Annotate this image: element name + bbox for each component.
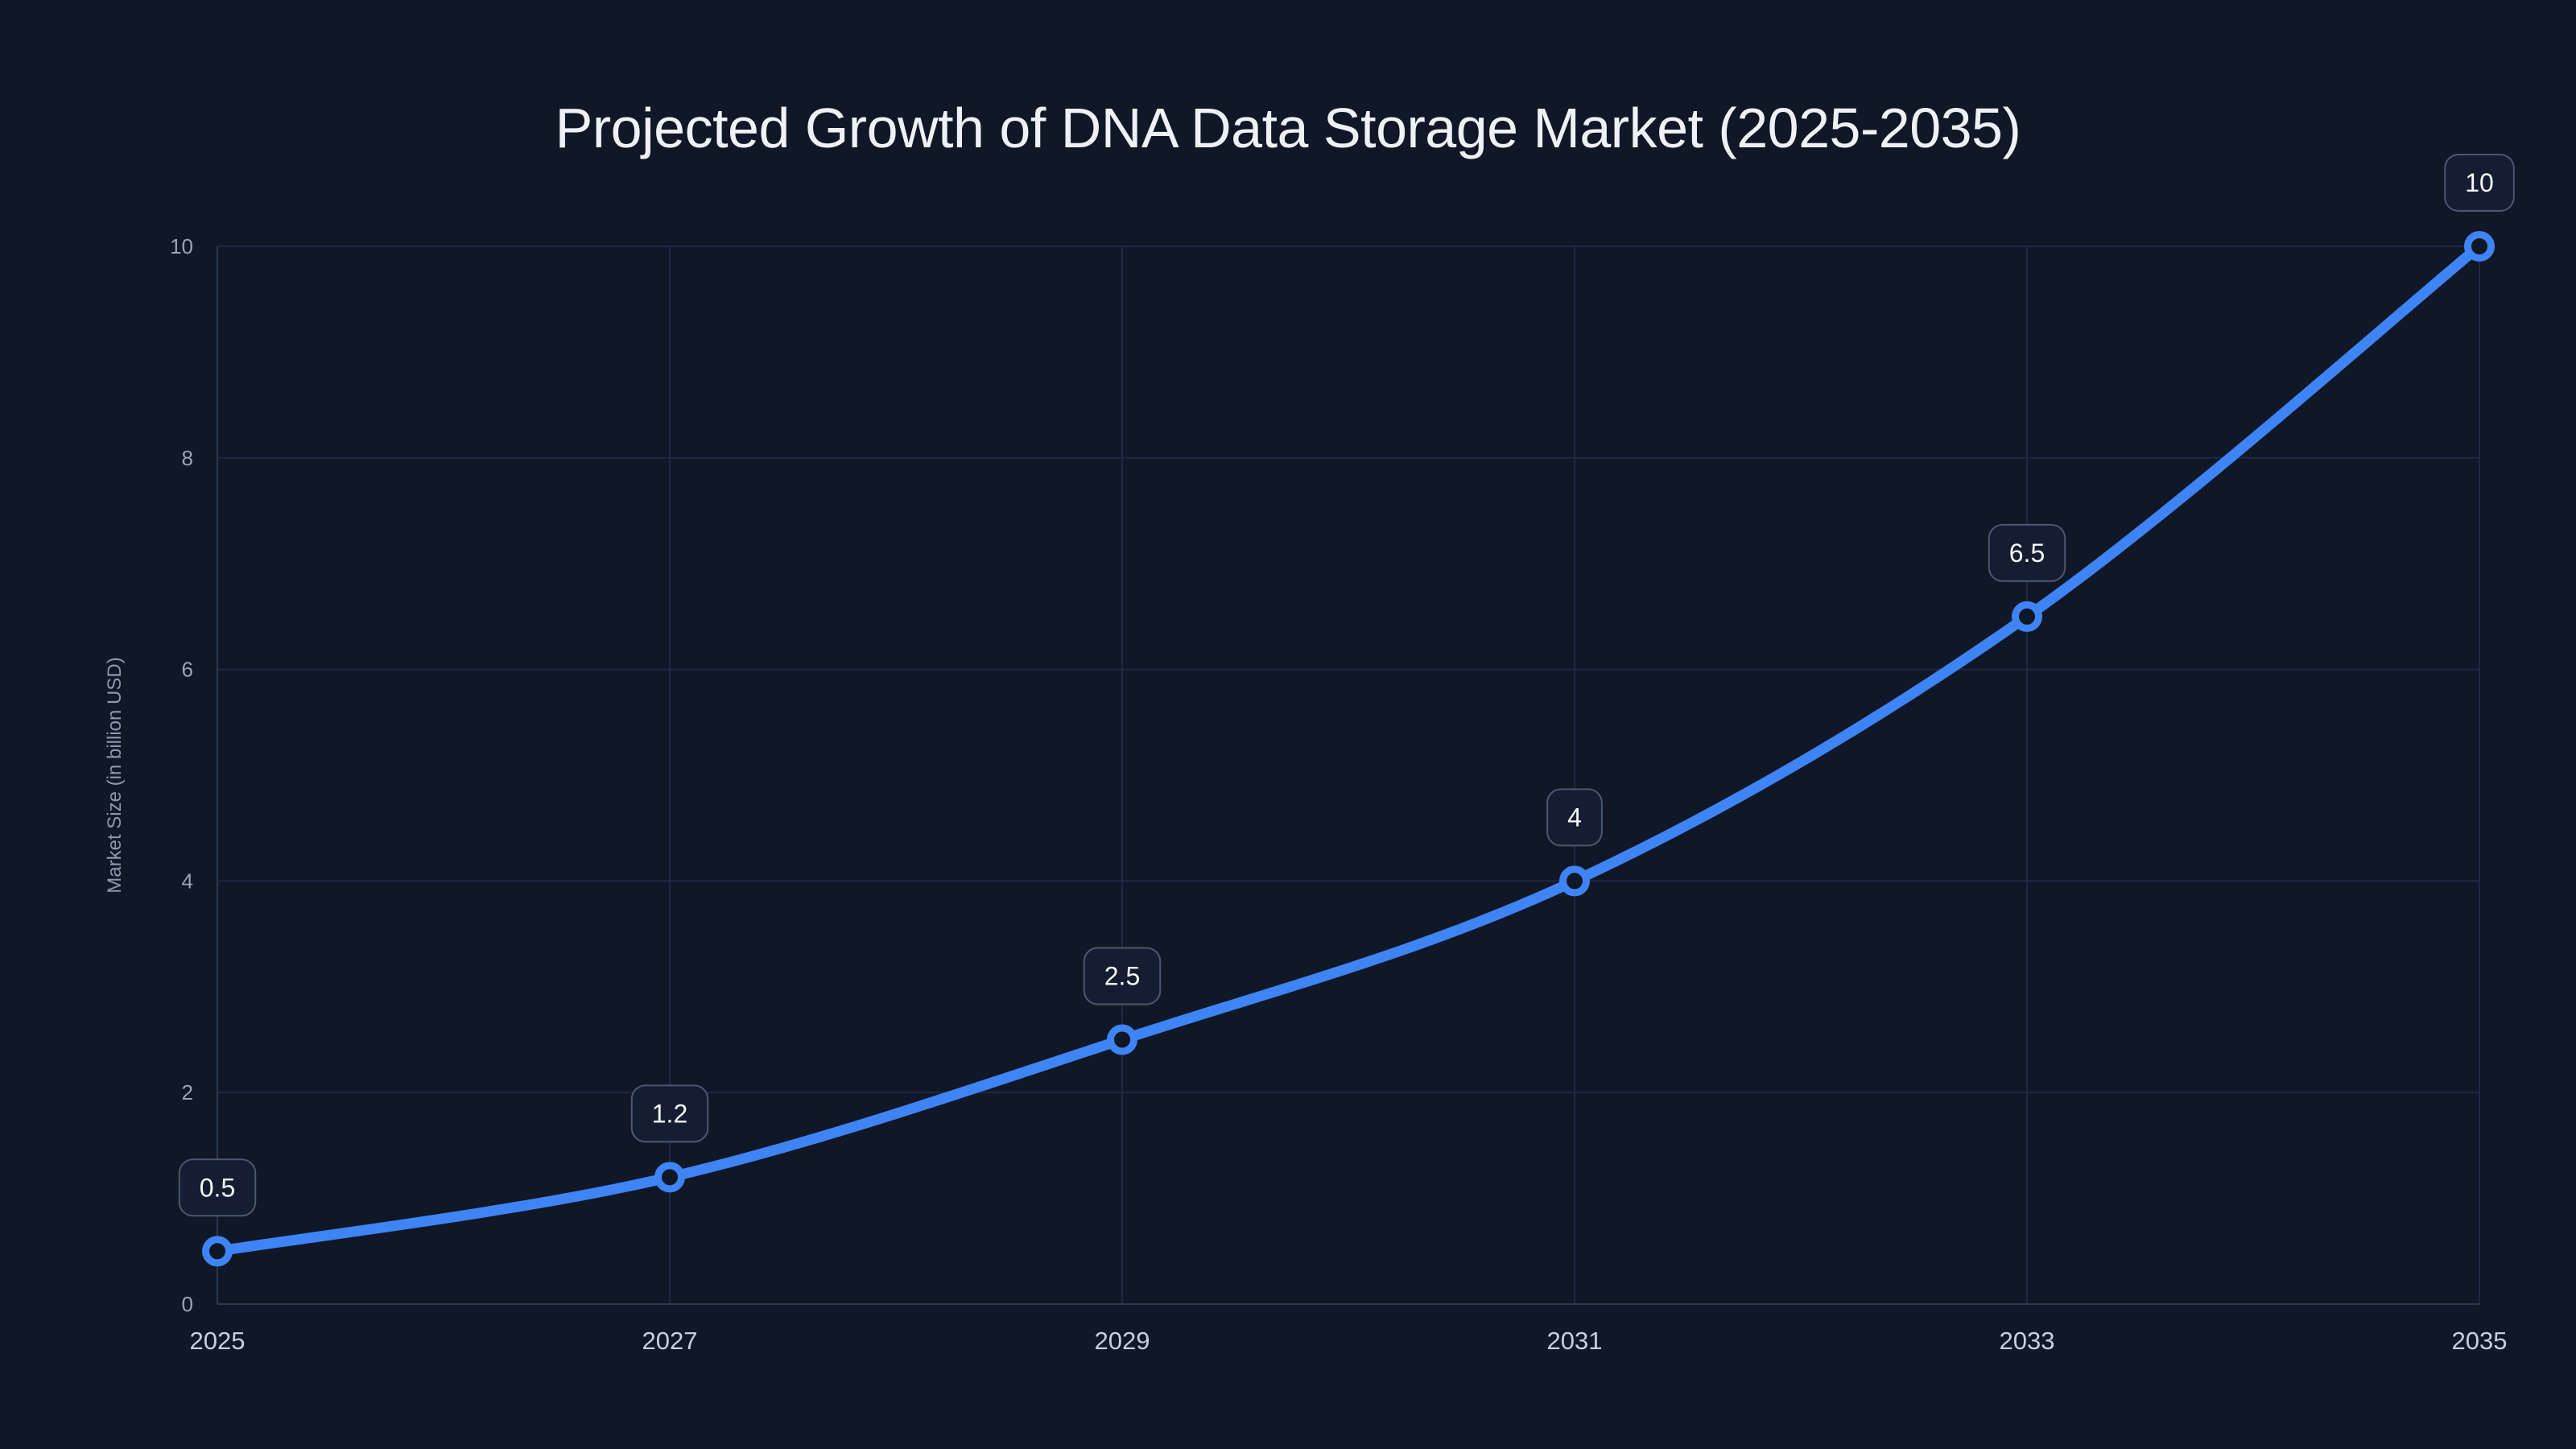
- point-label-value: 10: [2465, 168, 2494, 197]
- point-label-box: [1546, 788, 1603, 847]
- x-tick-label: 2035: [2452, 1327, 2508, 1355]
- series-line: [212, 241, 2485, 1257]
- point-label-value: 1.2: [652, 1099, 687, 1128]
- x-tick-label: 2027: [642, 1327, 698, 1355]
- point-label-value: 6.5: [2009, 539, 2045, 568]
- point-label-box: [1083, 947, 1162, 1005]
- y-tick-label: 6: [182, 658, 193, 682]
- point-label-value: 0.5: [200, 1173, 235, 1202]
- y-tick-label: 4: [182, 869, 193, 893]
- x-tick-label: 2025: [190, 1327, 246, 1355]
- point-label-box: [178, 1158, 257, 1217]
- point-label: 4: [1546, 788, 1603, 847]
- y-tick-label: 8: [182, 446, 193, 470]
- axis-ticks: 0 2 4 6 8 10 2025 2027 2029 2031 2033 2035: [170, 234, 2507, 1355]
- point-label-box: [630, 1084, 709, 1143]
- data-point-marker[interactable]: [654, 1162, 685, 1193]
- point-label-box: [1988, 523, 2066, 582]
- point-label-value: 4: [1567, 803, 1582, 832]
- series-path: [212, 241, 2485, 1257]
- chart-title: Projected Growth of DNA Data Storage Mar…: [555, 97, 2021, 159]
- data-point-marker[interactable]: [2464, 231, 2495, 262]
- point-label: 10: [2444, 154, 2515, 212]
- point-label: 2.5: [1083, 947, 1162, 1005]
- y-tick-label: 0: [182, 1292, 193, 1316]
- y-tick-label: 10: [170, 234, 193, 258]
- x-tick-label: 2029: [1095, 1327, 1150, 1355]
- y-axis-title: Market Size (in billion USD): [104, 657, 126, 893]
- x-tick-label: 2031: [1547, 1327, 1603, 1355]
- x-tick-label: 2033: [2000, 1327, 2055, 1355]
- axis-borders: [217, 246, 2479, 1305]
- data-points: [202, 231, 2495, 1267]
- point-label: 1.2: [630, 1084, 709, 1143]
- point-labels: 0.5 1.2 2.5 4 6.5 10: [178, 154, 2515, 1217]
- data-point-marker[interactable]: [202, 1236, 233, 1267]
- point-label-box: [2444, 154, 2515, 212]
- y-tick-label: 2: [182, 1080, 193, 1104]
- gridlines: [217, 246, 2480, 1305]
- data-point-marker[interactable]: [1107, 1024, 1137, 1055]
- point-label-value: 2.5: [1104, 962, 1140, 991]
- point-label: 6.5: [1988, 523, 2066, 582]
- data-point-marker[interactable]: [1559, 865, 1590, 897]
- point-label: 0.5: [178, 1158, 257, 1217]
- data-point-marker[interactable]: [2012, 601, 2042, 632]
